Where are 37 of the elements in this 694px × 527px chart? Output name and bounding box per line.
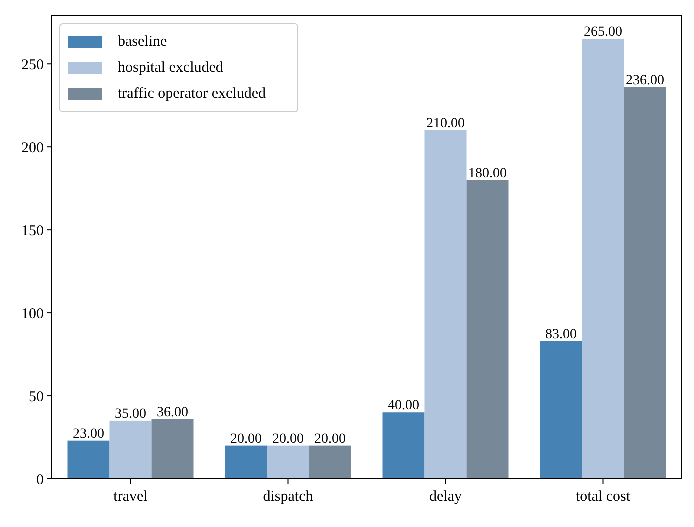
- data-label: 20.00: [272, 432, 304, 447]
- bar: [267, 446, 310, 479]
- legend-label: traffic operator excluded: [118, 86, 266, 102]
- data-label: 35.00: [115, 406, 146, 422]
- bar: [68, 440, 110, 479]
- x-tick-label: travel: [114, 489, 148, 505]
- bar: [466, 180, 509, 479]
- bar: [152, 419, 194, 479]
- y-tick-label: 100: [22, 306, 44, 322]
- y-tick-label: 0: [36, 472, 44, 488]
- x-tick-label: total cost: [576, 489, 632, 505]
- data-label: 180.00: [468, 166, 507, 182]
- data-label: 40.00: [388, 398, 420, 414]
- y-tick-label: 50: [29, 389, 44, 406]
- bar: [540, 341, 582, 479]
- bar: [309, 446, 352, 479]
- bar: [624, 87, 666, 479]
- y-tick-label: 250: [22, 57, 44, 74]
- data-label: 236.00: [626, 73, 664, 88]
- legend-label: baseline: [118, 34, 168, 50]
- data-label: 20.00: [230, 432, 262, 447]
- bar: [382, 412, 425, 479]
- x-tick-label: delay: [430, 489, 462, 505]
- y-tick-label: 200: [22, 140, 44, 156]
- x-tick-label: dispatch: [263, 489, 314, 505]
- data-label: 265.00: [584, 25, 622, 40]
- y-tick-label: 150: [22, 223, 44, 240]
- data-label: 23.00: [73, 426, 104, 442]
- data-label: 36.00: [157, 405, 188, 420]
- bar: [424, 130, 467, 479]
- legend-label: hospital excluded: [118, 60, 224, 76]
- data-label: 20.00: [314, 432, 346, 447]
- data-label: 210.00: [426, 116, 465, 132]
- bar: [225, 446, 268, 479]
- bar: [110, 420, 152, 479]
- bar: [582, 39, 624, 479]
- data-label: 83.00: [546, 327, 577, 342]
